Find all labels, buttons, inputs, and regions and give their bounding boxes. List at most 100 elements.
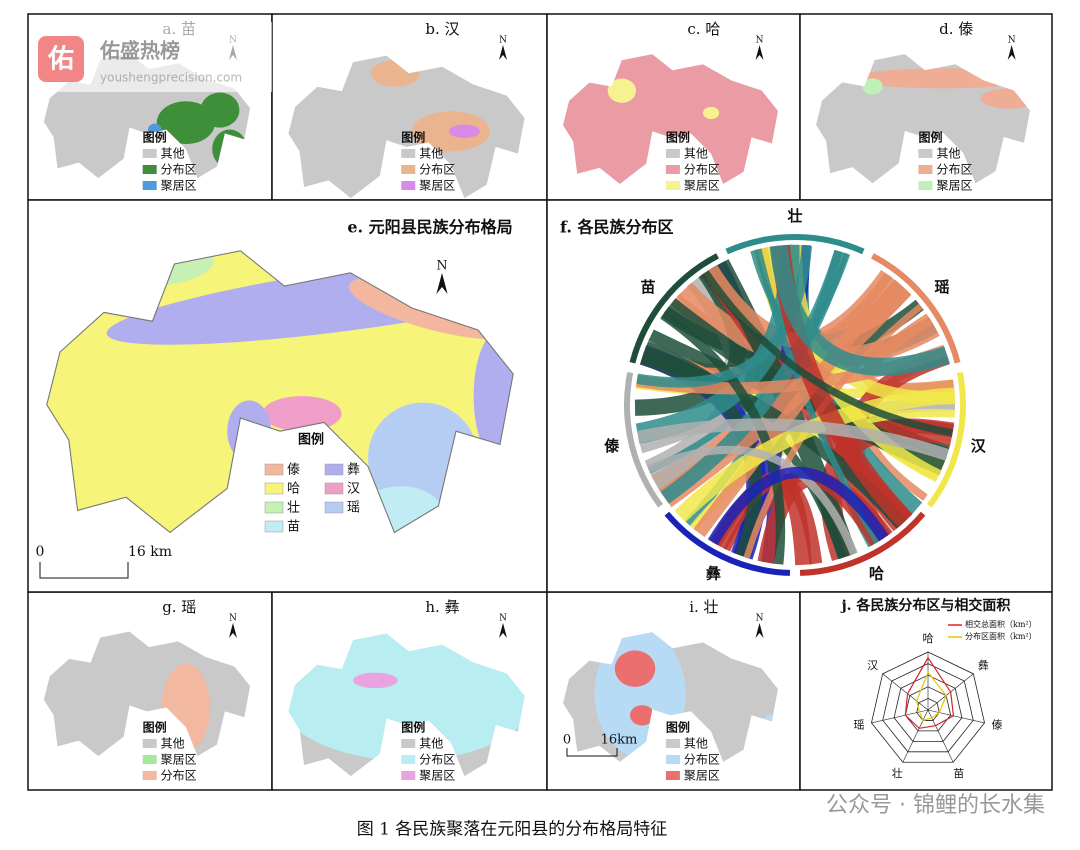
legend-swatch xyxy=(264,501,284,514)
north-label: N xyxy=(756,614,764,624)
legend-label: 其他 xyxy=(161,147,185,161)
legend-label: 聚居区 xyxy=(419,179,455,193)
radar-ring xyxy=(882,663,974,753)
panel-title: b. 汉 xyxy=(425,20,459,38)
radar-axis xyxy=(927,709,954,763)
chord-arc xyxy=(629,253,719,364)
legend-swatch xyxy=(918,165,933,174)
chord-ribbon xyxy=(693,275,901,538)
legend-swatch xyxy=(264,463,284,476)
chord-ribbon xyxy=(769,244,950,376)
legend-label: 分布区 xyxy=(684,163,720,177)
zone xyxy=(262,396,342,432)
legend-swatch xyxy=(324,501,344,514)
panel-frame xyxy=(799,591,1053,791)
legend-label: 聚居区 xyxy=(161,753,197,767)
scale-label: 0 xyxy=(563,733,571,748)
scale-label: 16km xyxy=(601,733,638,748)
panel-title: d. 傣 xyxy=(939,20,973,38)
legend-label: 傣 xyxy=(287,463,300,478)
north-label: N xyxy=(499,614,507,624)
group-label: 苗 xyxy=(641,278,656,296)
zone xyxy=(353,672,398,689)
chord-ribbon xyxy=(702,270,954,437)
legend-title: 图例 xyxy=(666,720,690,735)
legend-title: 图例 xyxy=(143,720,167,735)
radar-ring xyxy=(916,697,940,721)
radar-axis-label: 苗 xyxy=(953,767,964,780)
legend-swatch xyxy=(401,739,416,748)
legend-swatch xyxy=(665,181,680,190)
panel-title: f. 各民族分布区 xyxy=(560,218,673,237)
legend-swatch xyxy=(665,149,680,158)
zone xyxy=(702,106,720,120)
group-label: 壮 xyxy=(787,207,802,225)
legend-title: 图例 xyxy=(918,130,942,145)
legend-label: 其他 xyxy=(936,147,960,161)
legend-label: 彝 xyxy=(347,462,360,478)
zone xyxy=(200,92,240,128)
north-arrow xyxy=(755,623,764,638)
radar-axis-label: 汉 xyxy=(867,659,878,672)
panel-title: c. 哈 xyxy=(687,20,720,38)
legend-swatch xyxy=(142,755,157,764)
zone xyxy=(862,78,883,95)
chord-arc xyxy=(927,371,966,508)
group-label: 汉 xyxy=(971,437,987,455)
group-label: 彝 xyxy=(706,564,721,582)
caption: 图 1 各民族聚落在元阳县的分布格局特征 xyxy=(357,820,668,840)
legend-label: 汉 xyxy=(347,482,360,497)
legend-label: 相交总面积（km²） xyxy=(965,619,1037,629)
chord-arc xyxy=(624,371,663,508)
radar-axis-label: 傣 xyxy=(991,719,1002,732)
legend-swatch xyxy=(142,771,157,780)
radar-axis xyxy=(871,709,929,724)
legend-label: 其他 xyxy=(684,147,708,161)
radar-axis xyxy=(882,673,929,711)
radar-ring xyxy=(871,651,985,763)
legend-label: 分布区 xyxy=(936,163,972,177)
legend-label: 其他 xyxy=(684,737,708,751)
north-label: N xyxy=(1008,36,1016,46)
zone xyxy=(607,78,637,103)
watermark-brand: 佑盛热榜 xyxy=(99,39,180,63)
watermark-url: youshengprecision.com xyxy=(100,71,242,85)
radar-shape xyxy=(904,656,955,729)
legend-swatch xyxy=(142,739,157,748)
chord-arc xyxy=(664,511,791,576)
legend-title: 图例 xyxy=(666,130,690,145)
legend-swatch xyxy=(324,482,344,495)
legend-swatch xyxy=(665,739,680,748)
legend-title: 图例 xyxy=(401,720,425,735)
legend-label: 哈 xyxy=(287,482,300,497)
panel-title: g. 瑶 xyxy=(162,598,196,616)
watermark-logo: 佑 xyxy=(47,45,74,75)
zone xyxy=(448,124,480,138)
legend-label: 聚居区 xyxy=(419,769,455,783)
scale-bar xyxy=(39,562,129,579)
zone xyxy=(614,650,656,687)
scale-label: 0 xyxy=(36,544,45,560)
legend-label: 分布区 xyxy=(161,769,197,783)
chord-ribbon xyxy=(636,245,813,388)
radar-axis-label: 彝 xyxy=(978,658,989,672)
group-label: 傣 xyxy=(604,437,620,455)
watermark: 佑 佑盛热榜 youshengprecision.com xyxy=(30,22,272,92)
legend-label: 瑶 xyxy=(347,501,360,516)
north-label: N xyxy=(436,258,447,273)
legend-swatch xyxy=(324,463,344,476)
radar-ring xyxy=(893,674,963,742)
radar-axis-label: 瑶 xyxy=(854,719,865,732)
zone xyxy=(473,330,514,463)
north-arrow xyxy=(1007,45,1016,60)
chord-ribbon xyxy=(707,467,889,546)
north-label: N xyxy=(756,36,764,46)
legend-label: 聚居区 xyxy=(161,179,197,193)
legend-label: 聚居区 xyxy=(684,769,720,783)
panel-title: h. 彝 xyxy=(425,598,459,616)
legend-swatch xyxy=(401,181,416,190)
panel-title: j. 各民族分布区与相交面积 xyxy=(840,597,1011,614)
panel-title: i. 壮 xyxy=(689,598,718,616)
legend-swatch xyxy=(665,165,680,174)
